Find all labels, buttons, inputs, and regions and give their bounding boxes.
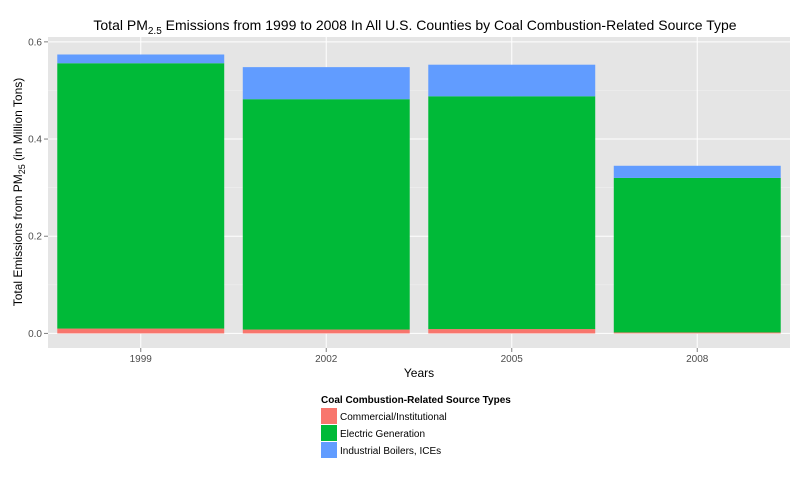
chart-title-subscript: 2.5 xyxy=(148,26,162,37)
bar-2002-commercial-institutional xyxy=(242,329,410,334)
y-tick-label: 0.4 xyxy=(28,135,42,146)
legend-label: Electric Generation xyxy=(340,429,425,440)
bar-2008-industrial-boilers-ices xyxy=(613,165,781,178)
chart-title-suffix: Emissions from 1999 to 2008 In All U.S. … xyxy=(162,17,737,33)
bar-2005-industrial-boilers-ices xyxy=(428,64,596,97)
chart-title-prefix: Total PM xyxy=(93,17,147,33)
x-tick-label: 1999 xyxy=(130,354,153,365)
x-axis-title: Years xyxy=(404,366,434,380)
chart-title: Total PM2.5 Emissions from 1999 to 2008 … xyxy=(93,17,736,37)
bar-2008-commercial-institutional xyxy=(613,332,781,334)
y-tick-label: 0.6 xyxy=(28,37,42,48)
x-tick-label: 2005 xyxy=(501,354,524,365)
legend-label: Commercial/Institutional xyxy=(340,412,447,423)
bars xyxy=(57,54,781,334)
y-axis-title: Total Emissions from PM25 (in Million To… xyxy=(11,78,27,307)
legend-items: Commercial/Institutional Electric Generat… xyxy=(321,408,447,458)
legend-title: Coal Combustion-Related Source Types xyxy=(321,395,511,406)
legend-label: Industrial Boilers, ICEs xyxy=(340,446,441,457)
y-tick-label: 0.0 xyxy=(28,329,42,340)
y-axis-title-subscript: 25 xyxy=(17,164,27,174)
bar-2002-industrial-boilers-ices xyxy=(242,67,410,100)
legend-swatch xyxy=(321,408,337,424)
y-axis-title-prefix: Total Emissions from PM xyxy=(11,174,25,306)
x-tick-label: 2002 xyxy=(315,354,338,365)
legend-swatch xyxy=(321,425,337,441)
legend: Coal Combustion-Related Source Types Com… xyxy=(321,395,511,458)
y-axis: 0.0 0.2 0.4 0.6 xyxy=(28,37,48,340)
y-axis-title-suffix: (in Million Tons) xyxy=(11,78,25,164)
x-tick-label: 2008 xyxy=(686,354,709,365)
bar-2005-electric-generation xyxy=(428,96,596,330)
bar-2008-electric-generation xyxy=(613,177,781,333)
bar-1999-industrial-boilers-ices xyxy=(57,54,225,64)
x-axis: 1999 2002 2005 2008 xyxy=(130,348,709,365)
bar-2005-commercial-institutional xyxy=(428,329,596,334)
y-tick-label: 0.2 xyxy=(28,232,42,243)
bar-1999-commercial-institutional xyxy=(57,328,225,334)
bar-1999-electric-generation xyxy=(57,63,225,329)
legend-swatch xyxy=(321,442,337,458)
bar-2002-electric-generation xyxy=(242,99,410,330)
